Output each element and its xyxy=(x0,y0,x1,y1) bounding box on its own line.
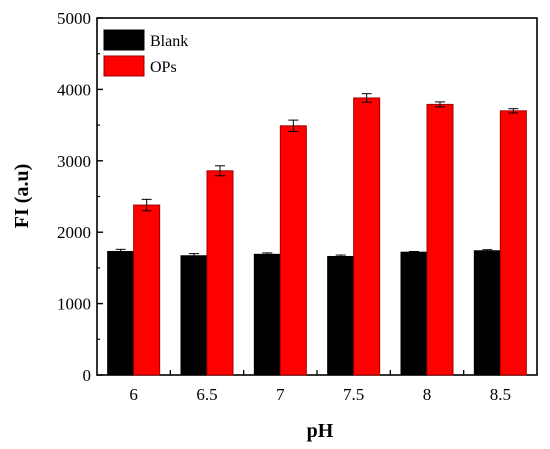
x-tick-label: 6.5 xyxy=(196,385,217,404)
bar-ops-6.5 xyxy=(206,170,234,376)
bar-blank-7.5 xyxy=(327,255,355,376)
bar-ops-7 xyxy=(279,125,307,376)
x-tick-label: 6 xyxy=(129,385,138,404)
legend-swatch-ops xyxy=(103,55,145,77)
bar-ops-8 xyxy=(426,103,454,376)
x-axis: 6 6.5 7 7.5 8 8.5 xyxy=(129,370,511,404)
bar-blank-8.5 xyxy=(473,250,501,376)
y-tick-label: 2000 xyxy=(57,223,91,242)
bar-ops-6 xyxy=(133,204,161,376)
bar-ops-8.5 xyxy=(499,110,527,376)
bar-ops-7.5 xyxy=(353,97,381,376)
x-tick-label: 8.5 xyxy=(490,385,511,404)
y-axis-title: FI (a.u) xyxy=(11,164,33,228)
x-tick-label: 8 xyxy=(423,385,432,404)
x-tick-label: 7.5 xyxy=(343,385,364,404)
legend-label-ops: OPs xyxy=(150,59,177,76)
y-axis: 0 1000 2000 3000 4000 5000 xyxy=(57,9,103,385)
x-axis-title: pH xyxy=(307,420,334,442)
legend: Blank OPs xyxy=(103,29,188,77)
legend-swatch-blank xyxy=(103,29,145,51)
y-tick-label: 4000 xyxy=(57,80,91,99)
x-tick-label: 7 xyxy=(276,385,285,404)
y-tick-label: 1000 xyxy=(57,295,91,314)
bar-blank-6.5 xyxy=(180,255,208,376)
y-tick-label: 5000 xyxy=(57,9,91,28)
legend-label-blank: Blank xyxy=(150,33,188,50)
bar-blank-7 xyxy=(253,253,281,376)
bar-blank-6 xyxy=(107,250,135,376)
bar-blank-8 xyxy=(400,251,428,376)
bars-layer xyxy=(107,93,527,376)
y-tick-label: 0 xyxy=(83,366,92,385)
y-tick-label: 3000 xyxy=(57,152,91,171)
